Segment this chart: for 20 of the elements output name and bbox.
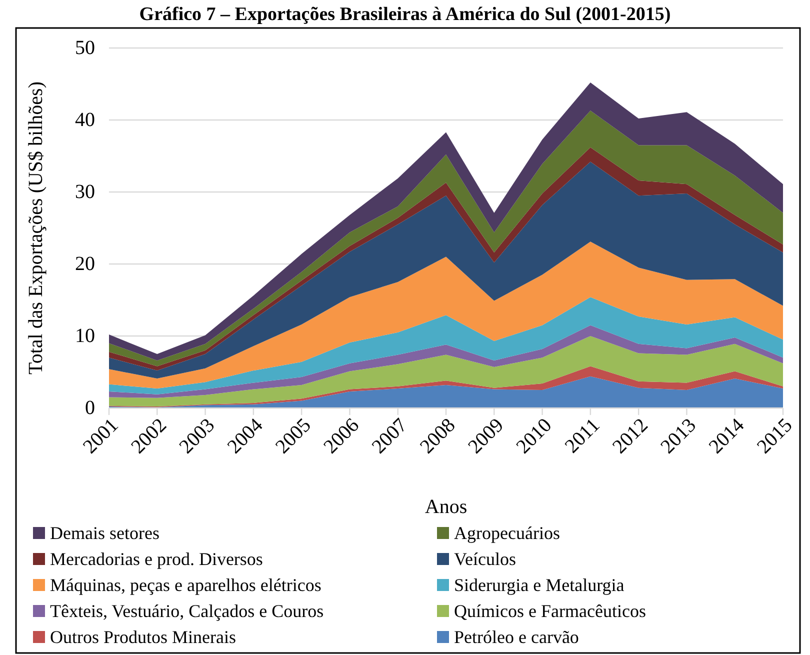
legend-label: Veículos xyxy=(454,549,516,569)
y-tick-label: 20 xyxy=(75,253,95,275)
legend-label: Agropecuários xyxy=(454,523,560,543)
y-tick-label: 0 xyxy=(85,397,95,419)
x-tick-label: 2011 xyxy=(560,414,604,458)
legend-label: Químicos e Farmacêuticos xyxy=(454,601,646,621)
chart-title: Gráfico 7 – Exportações Brasileiras à América do Sul (2001-2015) xyxy=(139,4,671,25)
legend-label: Demais setores xyxy=(50,523,160,543)
legend-label: Mercadorias e prod. Diversos xyxy=(50,549,263,569)
x-axis-title: Anos xyxy=(424,496,468,518)
y-tick-label: 40 xyxy=(75,109,95,131)
y-axis-title: Total das Exportações (US$ bilhões) xyxy=(25,82,47,374)
legend-label: Máquinas, peças e aparelhos elétricos xyxy=(50,575,322,595)
y-tick-label: 10 xyxy=(75,325,95,347)
legend-label: Outros Produtos Minerais xyxy=(50,627,236,647)
y-tick-label: 30 xyxy=(75,181,95,203)
legend-label: Petróleo e carvão xyxy=(454,627,579,647)
legend-label: Têxteis, Vestuário, Calçados e Couros xyxy=(50,601,324,621)
legend-label: Siderurgia e Metalurgia xyxy=(454,575,624,595)
y-tick-label: 50 xyxy=(75,37,95,59)
